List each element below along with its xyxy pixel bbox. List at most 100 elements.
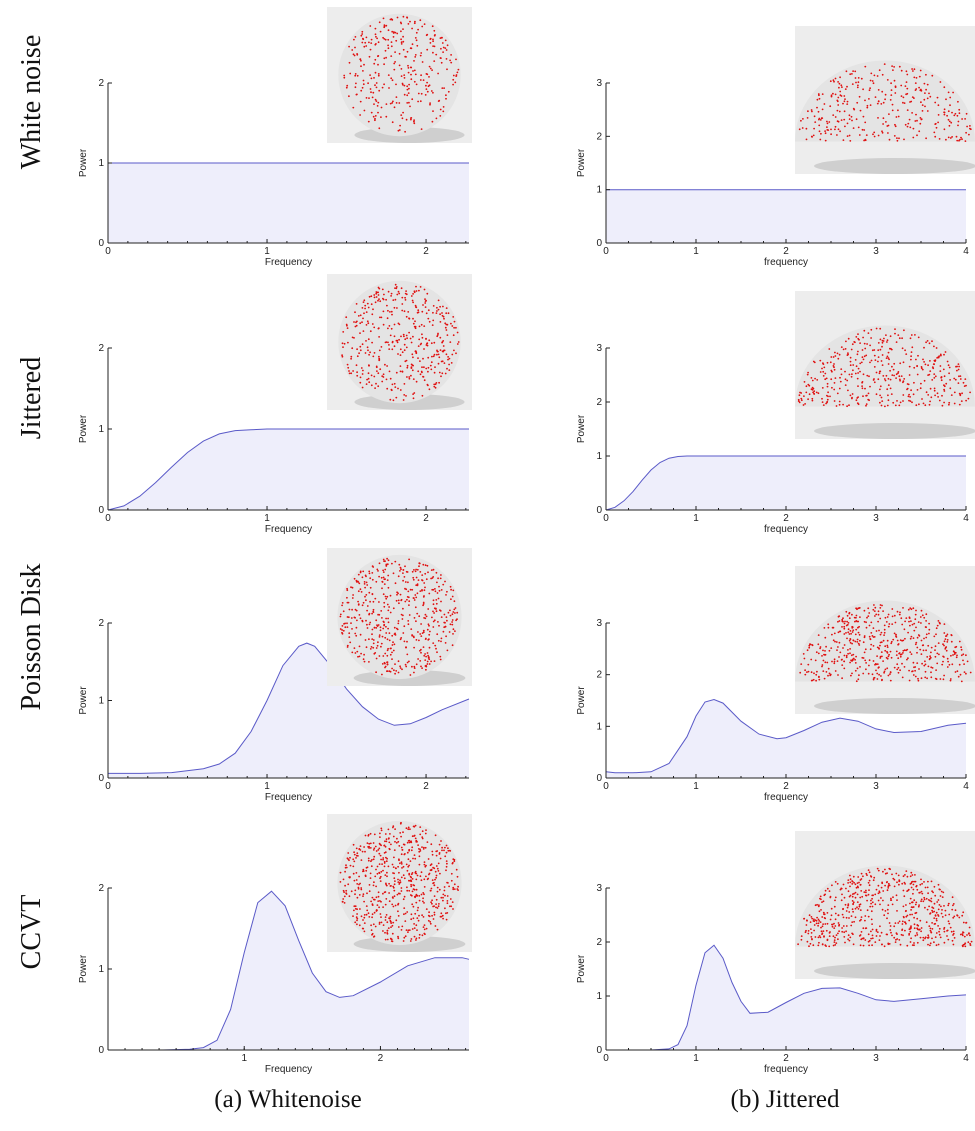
sample-point (375, 366, 378, 369)
sample-point (386, 603, 389, 606)
sample-point (953, 377, 956, 380)
sample-point (362, 369, 364, 372)
sample-point (940, 912, 943, 915)
sample-point (436, 592, 439, 594)
sample-point (379, 832, 381, 835)
sample-point (387, 47, 390, 50)
sample-point (886, 917, 888, 920)
sample-point (845, 340, 847, 343)
sample-point (439, 609, 441, 612)
sample-point (822, 670, 825, 672)
sample-point (396, 591, 398, 594)
sample-point (896, 933, 898, 935)
sample-point (957, 100, 959, 103)
sample-point (440, 375, 442, 378)
sample-point (420, 635, 423, 637)
sample-point (824, 653, 827, 656)
sample-point (356, 93, 358, 96)
sample-point (845, 632, 847, 634)
sample-point (937, 121, 939, 124)
sample-point (879, 903, 881, 906)
sample-point (400, 287, 403, 290)
sample-point (452, 78, 455, 81)
sample-point (445, 865, 448, 868)
sample-point (943, 928, 945, 930)
sample-point (896, 663, 899, 666)
sample-point (903, 895, 906, 898)
sample-point (854, 620, 856, 623)
sample-point (909, 897, 912, 900)
sample-point (924, 676, 927, 679)
sample-point (408, 889, 411, 892)
sample-point (373, 847, 376, 850)
sample-point (406, 640, 408, 643)
sample-point (812, 134, 815, 137)
sample-point (943, 390, 946, 392)
sample-point (392, 607, 395, 610)
sample-point (423, 902, 425, 904)
sample-point (367, 377, 370, 380)
sample-point (377, 299, 379, 302)
sample-point (831, 633, 833, 636)
sample-point (378, 863, 381, 865)
sample-point (437, 308, 440, 311)
sample-point (360, 915, 363, 918)
sample-point (881, 130, 883, 133)
sample-point (394, 31, 397, 34)
sample-point (433, 45, 436, 48)
sample-point (858, 881, 860, 884)
sample-point (961, 118, 963, 120)
sample-point (813, 392, 815, 395)
sample-point (409, 47, 412, 50)
sample-point (864, 347, 867, 350)
sample-point (878, 939, 881, 941)
sample-point (380, 346, 383, 348)
sample-point (443, 362, 446, 364)
sample-point (956, 369, 958, 372)
sample-point (828, 935, 831, 937)
sample-point (852, 901, 855, 904)
sample-point (930, 676, 933, 679)
sample-point (429, 922, 432, 925)
sample-point (439, 655, 442, 658)
sample-point (361, 30, 364, 33)
sample-point (447, 849, 450, 852)
sample-point (818, 920, 821, 922)
sample-point (847, 631, 850, 634)
sample-point (871, 905, 874, 908)
sample-point (824, 893, 826, 896)
sample-point (426, 48, 429, 51)
sample-point (942, 655, 944, 658)
sample-point (410, 117, 413, 119)
sample-point (366, 302, 369, 305)
sample-point (829, 80, 832, 83)
sample-point (392, 32, 395, 34)
sample-point (803, 657, 806, 660)
x-axis-label: frequency (764, 257, 808, 268)
sample-point (428, 873, 430, 876)
sample-point (410, 918, 413, 921)
sample-point (426, 342, 428, 345)
sample-point (916, 941, 919, 944)
sample-point (343, 74, 346, 77)
sample-point (912, 637, 915, 639)
sample-point (361, 373, 364, 375)
sample-point (356, 374, 359, 377)
sample-point (369, 842, 372, 845)
sample-point (362, 83, 365, 86)
sample-point (856, 906, 858, 909)
sample-point (839, 90, 842, 93)
sample-point (410, 78, 413, 81)
sample-point (450, 61, 453, 64)
sample-point (881, 354, 884, 356)
sample-point (848, 917, 850, 919)
sample-point (845, 930, 847, 933)
sample-point (949, 104, 951, 107)
sample-point (838, 403, 841, 406)
sample-point (415, 568, 417, 571)
sample-point (390, 647, 392, 650)
sample-point (427, 370, 429, 373)
sample-point (950, 121, 953, 124)
sample-point (367, 857, 370, 860)
sample-point (360, 859, 363, 861)
